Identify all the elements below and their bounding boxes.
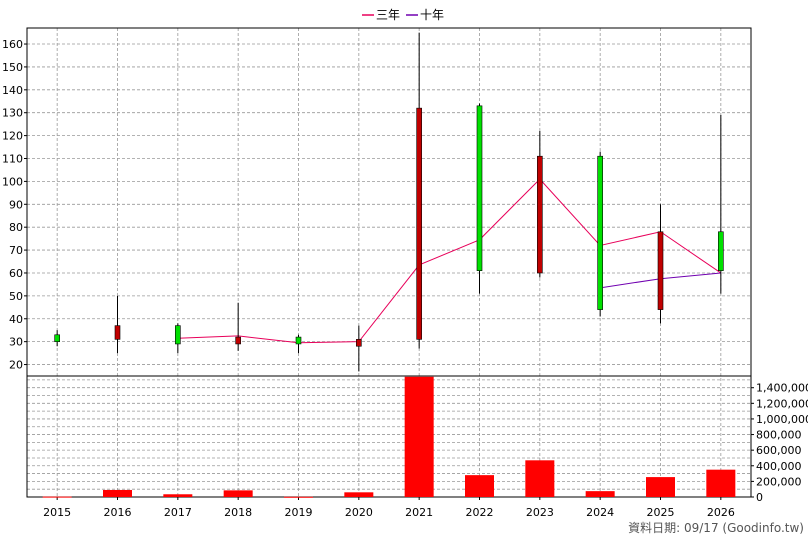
moving-average-lines [177, 178, 722, 344]
volume-tick-label: 0 [756, 491, 763, 504]
candlestick [175, 323, 181, 354]
legend-label-10yr: 十年 [420, 8, 444, 22]
source-note: 資料日期: 09/17 (Goodinfo.tw) [628, 521, 804, 535]
volume-bar [103, 489, 132, 497]
volume-tick-label: 1,000,000 [756, 413, 808, 426]
x-tick-label: 2016 [104, 506, 132, 519]
candlestick [114, 295, 121, 354]
legend: 三年 十年 [362, 8, 444, 22]
candle-body [54, 334, 60, 342]
candlestick [657, 204, 664, 324]
price-tick-label: 150 [2, 61, 23, 74]
price-grid [27, 43, 751, 365]
volume-y-axis: 0 200,000 400,000 600,000 800,000 1,000,000 1,… [751, 382, 808, 504]
x-tick-label: 2026 [707, 506, 735, 519]
x-tick-label: 2015 [43, 506, 71, 519]
volume-tick-label: 800,000 [756, 429, 802, 442]
volume-bar [284, 496, 313, 498]
volume-tick-label: 600,000 [756, 444, 802, 457]
candle-body [476, 105, 483, 271]
volume-grid [27, 379, 751, 490]
volume-bar [163, 494, 193, 497]
price-tick-label: 20 [9, 359, 23, 372]
candlestick [54, 330, 60, 347]
volume-plot-frame [26, 375, 752, 498]
x-tick-label: 2018 [224, 506, 252, 519]
candle-body [235, 336, 241, 345]
price-tick-label: 140 [2, 84, 23, 97]
price-tick-label: 30 [9, 336, 23, 349]
volume-bar [465, 475, 494, 497]
candle-body [537, 155, 543, 274]
x-tick-label: 2023 [526, 506, 554, 519]
price-tick-label: 90 [9, 198, 23, 211]
series-line-3yr [177, 178, 722, 344]
price-tick-label: 60 [9, 267, 23, 280]
price-tick-label: 160 [2, 38, 23, 51]
candlestick [537, 131, 543, 278]
price-tick-label: 50 [9, 290, 23, 303]
candle-body [356, 339, 362, 347]
x-tick-label: 2017 [164, 506, 192, 519]
volume-bar [223, 490, 253, 497]
price-tick-label: 100 [2, 175, 23, 188]
volume-tick-label: 400,000 [756, 460, 802, 473]
x-tick-label: 2022 [466, 506, 494, 519]
volume-tick-label: 1,400,000 [756, 382, 808, 395]
volume-bars [42, 376, 736, 498]
volume-tick-label: 1,200,000 [756, 397, 808, 410]
candle-body [175, 325, 181, 345]
x-tick-label: 2021 [405, 506, 433, 519]
candle-body [657, 231, 664, 310]
volume-bar [706, 469, 736, 497]
volume-bar [585, 491, 615, 497]
candlestick [416, 32, 422, 349]
volume-bar [344, 492, 374, 497]
price-tick-label: 40 [9, 313, 23, 326]
volume-bar [525, 460, 555, 497]
candle-body [114, 325, 121, 340]
volume-tick-label: 200,000 [756, 475, 802, 488]
x-axis: 2015 2016 2017 2018 2019 2020 2021 2022 2023 2024… [43, 497, 735, 519]
volume-bar [646, 477, 675, 497]
volume-bar [42, 496, 72, 498]
price-tick-label: 120 [2, 130, 23, 143]
candlesticks [54, 32, 724, 372]
price-tick-label: 130 [2, 107, 23, 120]
price-tick-label: 80 [9, 221, 23, 234]
legend-label-3yr: 三年 [376, 8, 400, 22]
candlestick [356, 325, 362, 372]
price-tick-label: 70 [9, 244, 23, 257]
price-y-axis: 20 30 40 50 60 70 80 90 100 110 120 130 140 150 160 [2, 38, 27, 372]
x-tick-label: 2024 [586, 506, 614, 519]
candle-body [718, 231, 724, 271]
candle-body [295, 336, 302, 345]
candle-body [416, 107, 422, 340]
x-tick-label: 2025 [647, 506, 675, 519]
price-plot-frame [26, 27, 752, 377]
candlestick [597, 151, 603, 317]
price-tick-label: 110 [2, 153, 23, 166]
candlestick [718, 115, 724, 294]
candlestick [235, 302, 241, 351]
candlestick [295, 334, 302, 354]
x-tick-label: 2019 [285, 506, 313, 519]
x-tick-label: 2020 [345, 506, 373, 519]
candlestick [476, 103, 483, 294]
candle-body [597, 155, 603, 310]
volume-bar [404, 376, 434, 497]
